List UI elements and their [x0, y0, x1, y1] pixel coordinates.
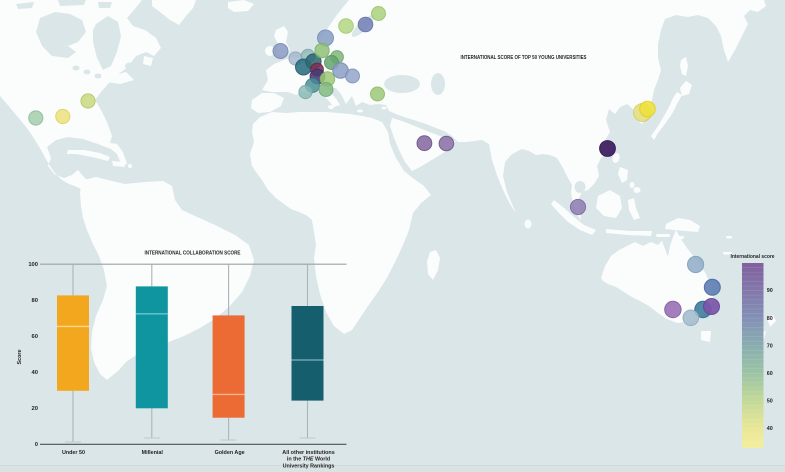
svg-text:Millenial: Millenial — [142, 450, 164, 456]
svg-text:100: 100 — [28, 262, 38, 268]
svg-text:0: 0 — [35, 442, 38, 448]
svg-text:90: 90 — [767, 288, 773, 294]
svg-text:Golden Age: Golden Age — [215, 450, 245, 456]
svg-text:70: 70 — [767, 343, 773, 349]
svg-text:40: 40 — [32, 370, 38, 376]
svg-text:80: 80 — [767, 316, 773, 322]
svg-text:University Rankings: University Rankings — [283, 463, 335, 469]
svg-text:60: 60 — [767, 371, 773, 377]
svg-text:20: 20 — [32, 406, 38, 412]
svg-text:80: 80 — [32, 298, 38, 304]
svg-text:60: 60 — [32, 334, 38, 340]
svg-text:in the THE World: in the THE World — [287, 457, 330, 463]
svg-text:All other institutions: All other institutions — [282, 450, 334, 456]
svg-text:50: 50 — [767, 398, 773, 404]
svg-text:40: 40 — [767, 426, 773, 432]
svg-text:INTERNATIONAL COLLABORATION SC: INTERNATIONAL COLLABORATION SCORE — [145, 251, 241, 257]
svg-text:Under 50: Under 50 — [62, 450, 85, 456]
svg-text:Score: Score — [17, 350, 23, 365]
svg-text:International score: International score — [731, 254, 775, 260]
svg-text:INTERNATIONAL SCORE OF TOP 50: INTERNATIONAL SCORE OF TOP 50 YOUNG UNIV… — [461, 55, 587, 61]
